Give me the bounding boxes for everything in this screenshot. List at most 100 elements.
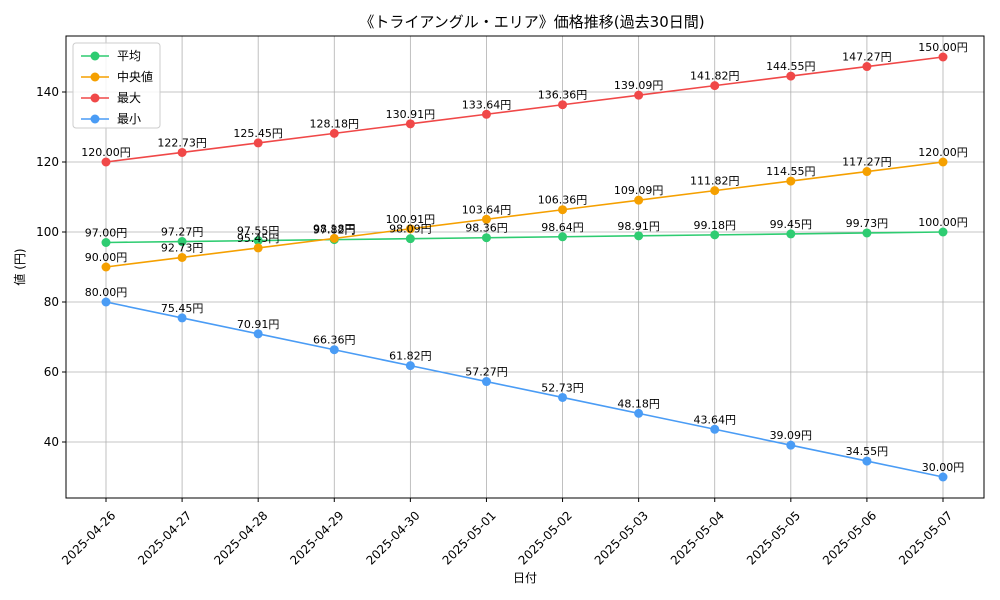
data-point xyxy=(101,238,111,247)
data-label: 99.45円 xyxy=(770,218,813,231)
y-tick-label: 100 xyxy=(36,225,59,239)
data-point xyxy=(481,109,491,119)
data-label: 34.55円 xyxy=(846,445,889,458)
data-point xyxy=(710,424,720,434)
data-label: 100.00円 xyxy=(918,216,968,229)
data-point xyxy=(710,230,720,240)
data-point xyxy=(634,231,644,241)
data-label: 114.55円 xyxy=(766,165,816,178)
series-line xyxy=(105,56,944,163)
data-point xyxy=(634,195,644,205)
x-tick-label: 2025-05-01 xyxy=(440,508,499,567)
data-point xyxy=(481,377,491,387)
data-point xyxy=(329,233,339,243)
y-tick-label: 40 xyxy=(44,435,59,449)
series-line xyxy=(105,231,944,244)
data-label: 141.82円 xyxy=(690,70,740,83)
data-label: 39.09円 xyxy=(770,429,813,442)
data-label: 100.91円 xyxy=(386,213,436,226)
data-point xyxy=(634,90,644,100)
x-tick-label: 2025-05-06 xyxy=(820,508,879,567)
legend-label: 平均 xyxy=(117,49,141,63)
x-tick-label: 2025-05-04 xyxy=(668,508,727,567)
data-point xyxy=(329,128,339,138)
axis-ticks: 40 60 80 100 120 140 2025-04-26 2025-04-27 2025-… xyxy=(36,85,955,568)
data-label: 133.64円 xyxy=(462,98,512,111)
data-label: 52.73円 xyxy=(541,381,584,394)
data-point xyxy=(101,157,111,167)
data-label: 66.36円 xyxy=(313,334,356,347)
data-label: 97.55円 xyxy=(237,225,280,238)
data-point xyxy=(938,227,948,237)
x-tick-label: 2025-04-30 xyxy=(363,508,422,567)
data-labels: 97.00円 97.27円 97.55円 97.82円 98.09円 98.36円 98.6… xyxy=(81,41,968,474)
data-label: 43.64円 xyxy=(693,413,736,426)
data-point xyxy=(710,186,720,196)
data-label: 111.82円 xyxy=(690,175,740,188)
x-tick-label: 2025-04-26 xyxy=(59,508,118,567)
x-axis-label: 日付 xyxy=(513,571,537,585)
data-label: 122.73円 xyxy=(157,136,207,149)
data-point xyxy=(558,392,568,402)
data-point xyxy=(405,119,415,129)
data-label: 92.73円 xyxy=(161,241,204,254)
data-point xyxy=(862,456,872,466)
data-point xyxy=(101,297,111,307)
data-label: 30.00円 xyxy=(922,461,965,474)
data-label: 125.45円 xyxy=(233,127,283,140)
data-label: 98.91円 xyxy=(617,220,660,233)
data-label: 128.18円 xyxy=(310,117,360,130)
data-label: 99.18円 xyxy=(693,219,736,232)
series-lines xyxy=(101,52,948,482)
series-line xyxy=(105,301,944,478)
data-point xyxy=(253,243,263,253)
legend-marker xyxy=(90,114,100,124)
data-label: 97.27円 xyxy=(161,226,204,239)
data-point xyxy=(177,313,187,323)
series-line xyxy=(105,161,944,268)
data-point xyxy=(177,147,187,157)
data-label: 75.45円 xyxy=(161,302,204,315)
data-point xyxy=(253,138,263,148)
data-point xyxy=(786,229,796,239)
legend-label: 最小 xyxy=(117,112,141,126)
legend-marker xyxy=(90,93,100,103)
data-label: 99.73円 xyxy=(846,217,889,230)
data-point xyxy=(405,361,415,371)
data-label: 144.55円 xyxy=(766,60,816,73)
legend-marker xyxy=(90,51,100,61)
data-label: 98.18円 xyxy=(313,222,356,235)
y-tick-label: 140 xyxy=(36,85,59,99)
chart-title: 《トライアングル・エリア》価格推移(過去30日間) xyxy=(359,13,704,31)
data-point xyxy=(634,408,644,418)
data-point xyxy=(481,233,491,243)
x-tick-label: 2025-04-27 xyxy=(135,508,194,567)
legend-label: 中央値 xyxy=(117,69,153,84)
data-point xyxy=(558,205,568,215)
data-point xyxy=(405,224,415,234)
data-label: 61.82円 xyxy=(389,350,432,363)
data-point xyxy=(101,262,111,272)
data-label: 97.00円 xyxy=(85,227,128,240)
data-label: 106.36円 xyxy=(538,194,588,207)
data-label: 117.27円 xyxy=(842,156,892,169)
data-point xyxy=(786,71,796,81)
data-point xyxy=(938,157,948,167)
plot-area-frame xyxy=(65,35,985,499)
y-tick-label: 80 xyxy=(44,295,59,309)
legend-marker xyxy=(90,72,100,82)
x-tick-label: 2025-05-07 xyxy=(896,508,955,567)
x-tick-label: 2025-05-02 xyxy=(516,508,575,567)
data-point xyxy=(862,167,872,177)
data-point xyxy=(329,345,339,355)
data-label: 97.82円 xyxy=(313,224,356,237)
data-point xyxy=(253,236,263,246)
data-point xyxy=(481,214,491,224)
x-tick-label: 2025-04-28 xyxy=(211,508,270,567)
data-label: 120.00円 xyxy=(81,146,131,159)
data-label: 139.09円 xyxy=(614,79,664,92)
data-point xyxy=(710,81,720,91)
x-tick-label: 2025-05-05 xyxy=(744,508,803,567)
data-point xyxy=(862,62,872,72)
